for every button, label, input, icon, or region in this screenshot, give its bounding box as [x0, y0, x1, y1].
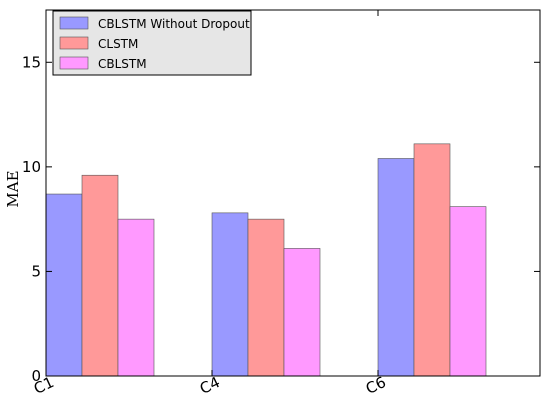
bar-c6-series-3 [449, 206, 487, 377]
y-tick-label: 5 [31, 262, 41, 280]
bar-c6-series-2 [413, 143, 451, 377]
bar-c4-series-3 [283, 248, 321, 377]
legend-swatch-2 [59, 36, 89, 50]
bar-c4-series-1 [211, 212, 249, 377]
legend-label-1: CBLSTM Without Dropout [98, 17, 250, 31]
legend-label-2: CLSTM [98, 37, 138, 51]
bar-c6-series-1 [377, 158, 415, 377]
bar-c1-series-2 [81, 174, 119, 377]
legend: CBLSTM Without Dropout CLSTM CBLSTM [52, 10, 252, 76]
bar-c4-series-2 [247, 218, 285, 377]
legend-swatch-3 [59, 56, 89, 70]
legend-swatch-1 [59, 16, 89, 30]
plot-frame [45, 9, 541, 377]
y-tick-label: 15 [22, 53, 41, 71]
x-tick-label-c4: C4 [197, 373, 223, 398]
y-tick-label: 10 [22, 158, 41, 176]
bar-c1-series-1 [45, 193, 83, 377]
legend-label-3: CBLSTM [98, 57, 147, 71]
y-axis-label: MAE [4, 170, 22, 207]
y-tick-label: 0 [31, 367, 41, 385]
bar-c1-series-3 [117, 218, 155, 377]
x-tick-label-c6: C6 [363, 373, 389, 398]
bars-group [45, 143, 487, 377]
